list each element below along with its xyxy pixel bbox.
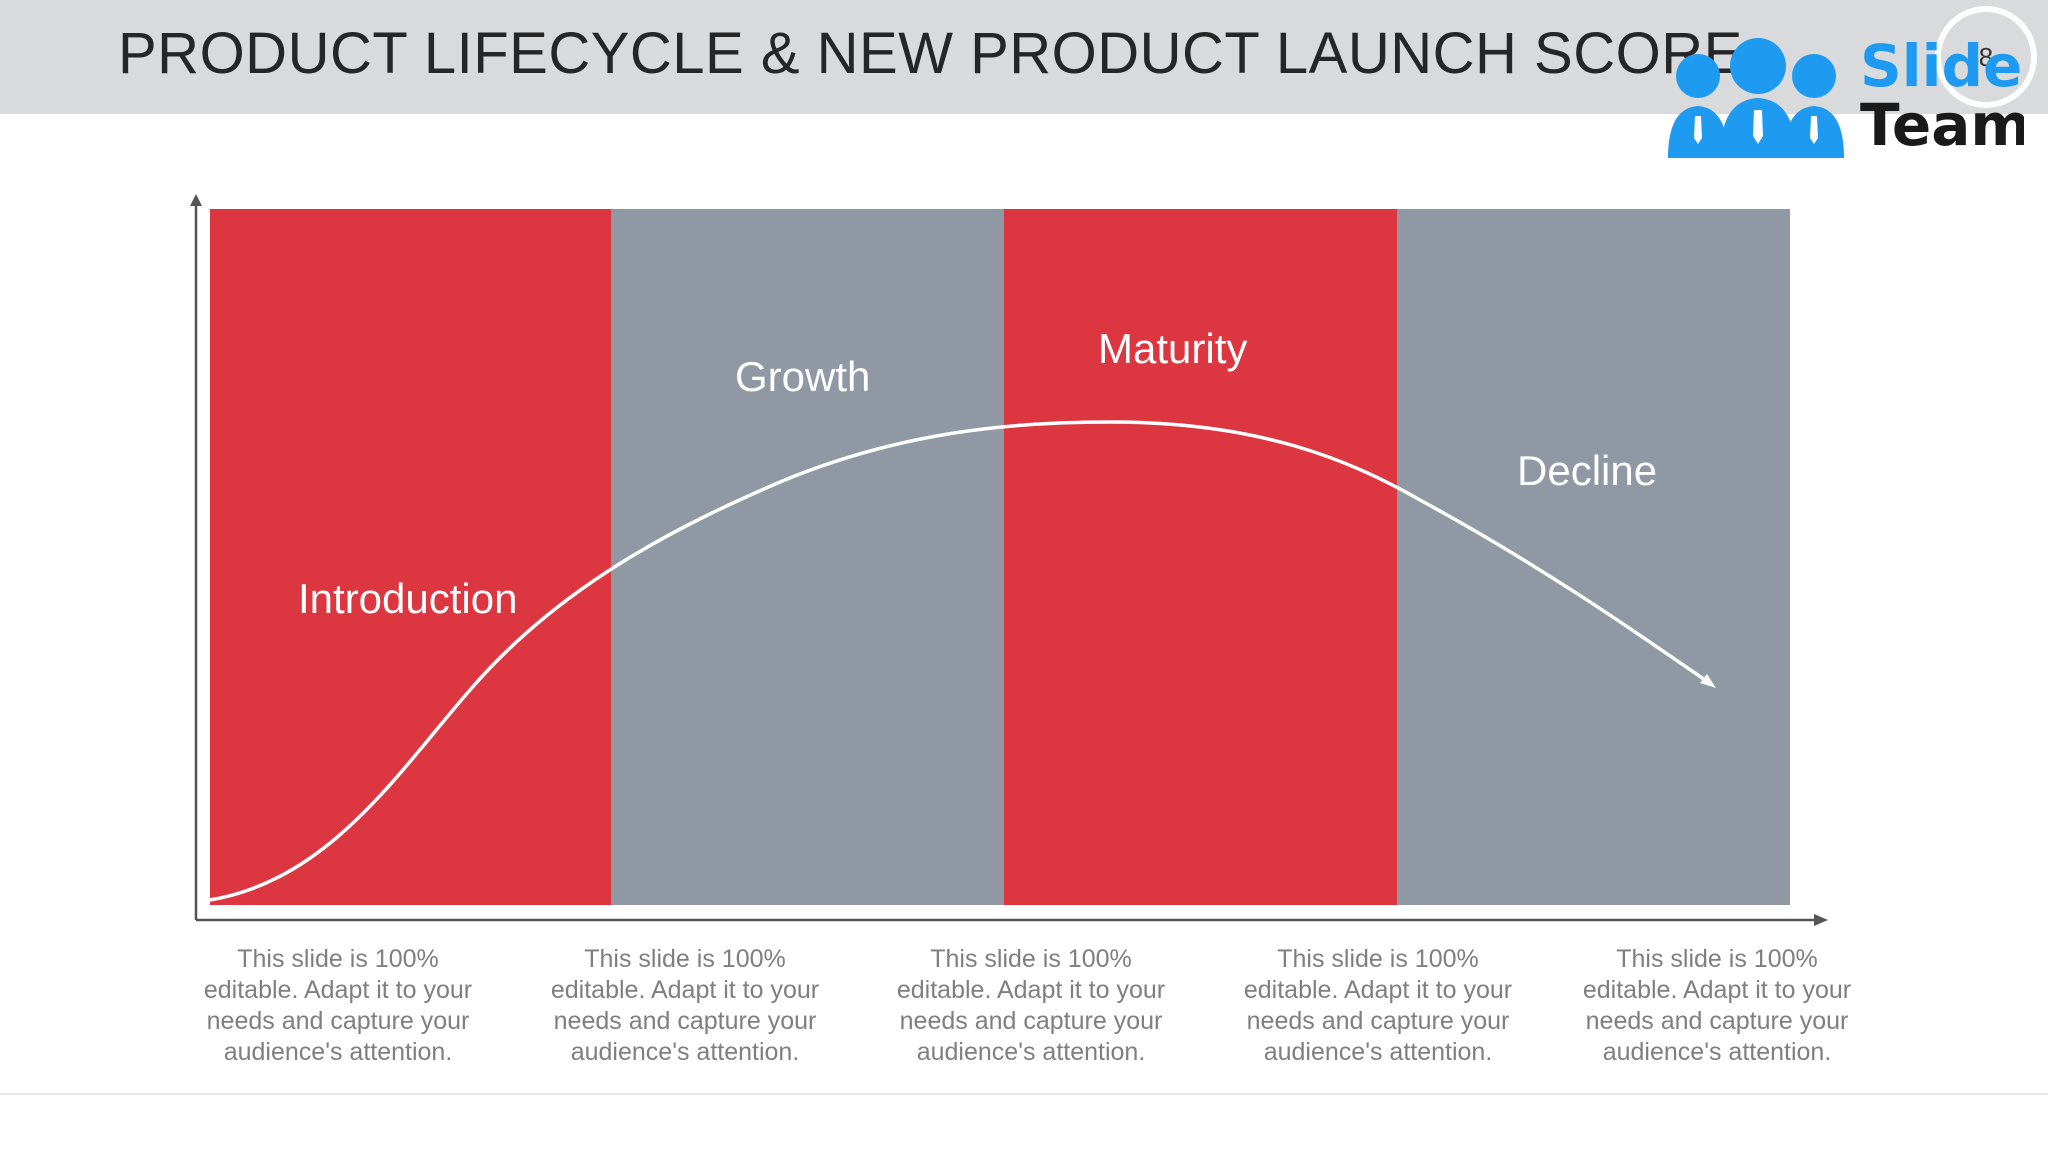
slideteam-logo: Slide Team: [1668, 32, 2024, 159]
lifecycle-curve: [209, 420, 1709, 902]
logo-text-slide: Slide: [1860, 32, 2022, 100]
footer-divider: [0, 1093, 2048, 1095]
caption-4: This slide is 100% editable. Adapt it to…: [1243, 945, 1513, 1066]
stage-decline-panel: [1397, 209, 1790, 905]
page-title: PRODUCT LIFECYCLE & NEW PRODUCT LAUNCH S…: [118, 21, 1743, 86]
stage-label-decline: Decline: [1517, 447, 1658, 494]
stage-introduction-panel: [210, 209, 611, 905]
stage-label-growth: Growth: [735, 353, 871, 400]
caption-3: This slide is 100% editable. Adapt it to…: [896, 945, 1166, 1066]
y-axis-arrow: [190, 194, 202, 206]
stage-maturity-panel: [1004, 209, 1397, 905]
stage-label-maturity: Maturity: [1098, 325, 1248, 372]
stage-label-introduction: Introduction: [298, 575, 518, 622]
page-number: 8: [1935, 6, 2037, 108]
caption-5: This slide is 100% editable. Adapt it to…: [1582, 945, 1852, 1066]
caption-1: This slide is 100% editable. Adapt it to…: [203, 945, 473, 1066]
caption-2: This slide is 100% editable. Adapt it to…: [550, 945, 820, 1066]
logo-text-team: Team: [1860, 91, 2024, 159]
x-axis-arrow: [1814, 914, 1828, 926]
stage-growth-panel: [611, 209, 1004, 905]
lifecycle-curve-arrowhead: [1700, 674, 1716, 688]
